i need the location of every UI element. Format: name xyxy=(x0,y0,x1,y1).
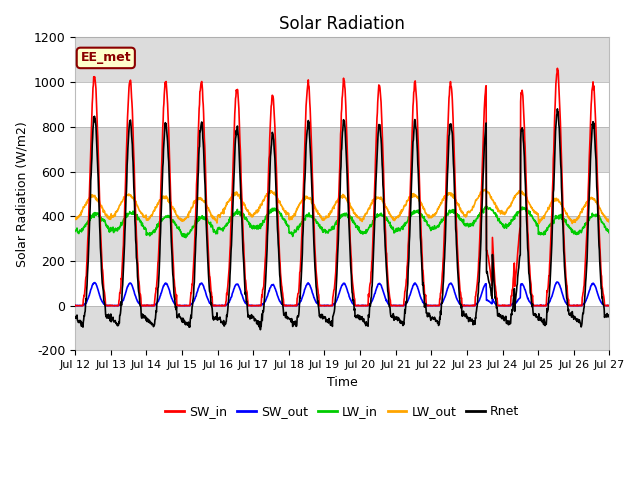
Bar xyxy=(75,216,609,261)
LW_out xyxy=(543,209,550,215)
SW_out xyxy=(495,303,503,309)
Title: Solar Radiation: Solar Radiation xyxy=(279,15,405,33)
Rnet xyxy=(250,314,257,320)
Bar xyxy=(75,306,609,350)
Line: LW_in: LW_in xyxy=(75,206,609,238)
LW_out xyxy=(190,201,198,206)
SW_in xyxy=(190,255,198,261)
LW_in xyxy=(191,223,198,229)
Rnet xyxy=(177,315,185,321)
LW_in xyxy=(177,229,185,235)
SW_in xyxy=(605,303,613,309)
SW_out xyxy=(543,302,550,308)
LW_out xyxy=(250,212,257,218)
SW_in xyxy=(425,302,433,308)
Rnet xyxy=(495,311,503,316)
Bar xyxy=(75,171,609,216)
LW_in xyxy=(426,222,433,228)
SW_out xyxy=(605,303,613,309)
Rnet xyxy=(190,283,198,288)
X-axis label: Time: Time xyxy=(327,376,358,389)
SW_out xyxy=(426,303,433,309)
LW_in xyxy=(543,228,550,233)
Legend: SW_in, SW_out, LW_in, LW_out, Rnet: SW_in, SW_out, LW_in, LW_out, Rnet xyxy=(161,400,524,423)
SW_out xyxy=(191,298,198,303)
Bar xyxy=(75,82,609,127)
LW_out xyxy=(535,221,543,227)
SW_in xyxy=(250,303,257,309)
Bar xyxy=(75,37,609,82)
LW_out xyxy=(177,216,185,222)
LW_out xyxy=(605,217,613,223)
LW_in xyxy=(182,235,189,240)
Bar xyxy=(75,261,609,306)
Line: SW_in: SW_in xyxy=(75,68,609,306)
SW_out xyxy=(553,279,561,285)
SW_out xyxy=(71,303,79,309)
LW_in xyxy=(71,228,79,234)
Rnet xyxy=(554,106,561,112)
LW_in xyxy=(605,227,613,233)
Line: Rnet: Rnet xyxy=(75,109,609,330)
SW_out xyxy=(177,303,185,309)
Rnet xyxy=(543,322,550,327)
SW_in xyxy=(542,302,550,308)
Rnet xyxy=(605,312,613,318)
SW_in xyxy=(495,303,502,309)
Bar xyxy=(75,127,609,171)
LW_out xyxy=(71,216,79,222)
SW_in xyxy=(177,303,185,309)
LW_out xyxy=(495,208,503,214)
LW_in xyxy=(495,218,503,224)
Y-axis label: Solar Radiation (W/m2): Solar Radiation (W/m2) xyxy=(15,121,28,267)
SW_in xyxy=(554,65,561,71)
LW_in xyxy=(481,204,489,209)
SW_out xyxy=(73,303,81,309)
LW_out xyxy=(481,186,489,192)
Text: EE_met: EE_met xyxy=(81,51,131,64)
Line: LW_out: LW_out xyxy=(75,189,609,224)
Rnet xyxy=(257,327,264,333)
SW_out xyxy=(250,302,258,308)
Line: SW_out: SW_out xyxy=(75,282,609,306)
LW_out xyxy=(425,212,433,218)
Rnet xyxy=(71,315,79,321)
SW_in xyxy=(71,303,79,309)
LW_in xyxy=(250,223,258,229)
Rnet xyxy=(426,311,433,316)
